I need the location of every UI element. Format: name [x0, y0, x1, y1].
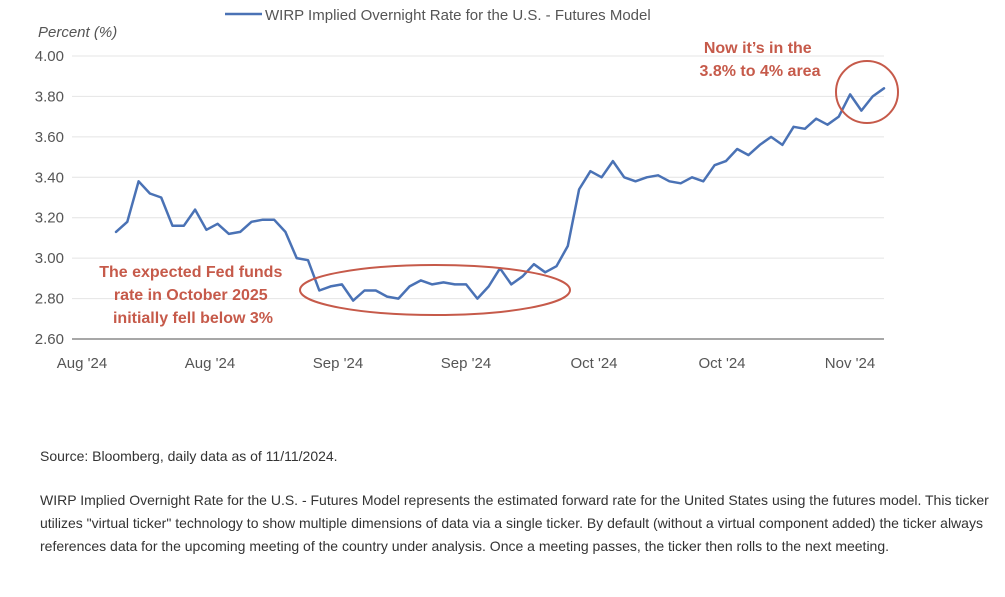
- chart-legend: WIRP Implied Overnight Rate for the U.S.…: [225, 7, 651, 24]
- x-tick-label: Nov '24: [825, 355, 875, 372]
- annotation-high-line-2: 3.8% to 4% area: [700, 63, 821, 80]
- y-tick-label: 3.40: [35, 169, 64, 186]
- x-tick-label: Sep '24: [313, 355, 363, 372]
- y-tick-label: 3.20: [35, 210, 64, 227]
- x-tick-label: Sep '24: [441, 355, 491, 372]
- grid-lines: [72, 55, 884, 340]
- description-paragraph: WIRP Implied Overnight Rate for the U.S.…: [40, 492, 989, 554]
- y-tick-label: 3.80: [35, 88, 64, 105]
- y-tick-label: 3.60: [35, 129, 64, 146]
- annotation-text-high: Now it’s in the 3.8% to 4% area: [700, 40, 821, 80]
- y-tick-label: 2.60: [35, 331, 64, 348]
- y-axis-label: Percent (%): [38, 24, 117, 41]
- y-tick-label: 3.00: [35, 250, 64, 267]
- line-chart: WIRP Implied Overnight Rate for the U.S.…: [35, 7, 899, 372]
- x-tick-label: Oct '24: [570, 355, 617, 372]
- x-tick-label: Aug '24: [57, 355, 107, 372]
- annotation-ellipse-low: [299, 264, 571, 316]
- y-tick-labels: 2.60 2.80 3.00 3.20 3.40 3.60 3.80 4.00: [35, 48, 64, 348]
- x-tick-label: Oct '24: [698, 355, 745, 372]
- x-tick-label: Aug '24: [185, 355, 235, 372]
- annotation-circle-high: [835, 60, 899, 124]
- annotation-text-low: The expected Fed funds rate in October 2…: [99, 264, 287, 327]
- annotation-low-line-3: initially fell below 3%: [113, 310, 273, 327]
- y-tick-label: 4.00: [35, 48, 64, 65]
- annotations: The expected Fed funds rate in October 2…: [99, 40, 899, 327]
- annotation-low-line-1: The expected Fed funds: [99, 264, 282, 281]
- y-tick-label: 2.80: [35, 291, 64, 308]
- x-tick-labels: Aug '24 Aug '24 Sep '24 Sep '24 Oct '24 Oct '…: [57, 355, 875, 372]
- annotation-low-line-2: rate in October 2025: [114, 287, 268, 304]
- annotation-high-line-1: Now it’s in the: [704, 40, 812, 57]
- legend-label: WIRP Implied Overnight Rate for the U.S.…: [265, 7, 651, 24]
- source-caption: Source: Bloomberg, daily data as of 11/1…: [40, 448, 338, 464]
